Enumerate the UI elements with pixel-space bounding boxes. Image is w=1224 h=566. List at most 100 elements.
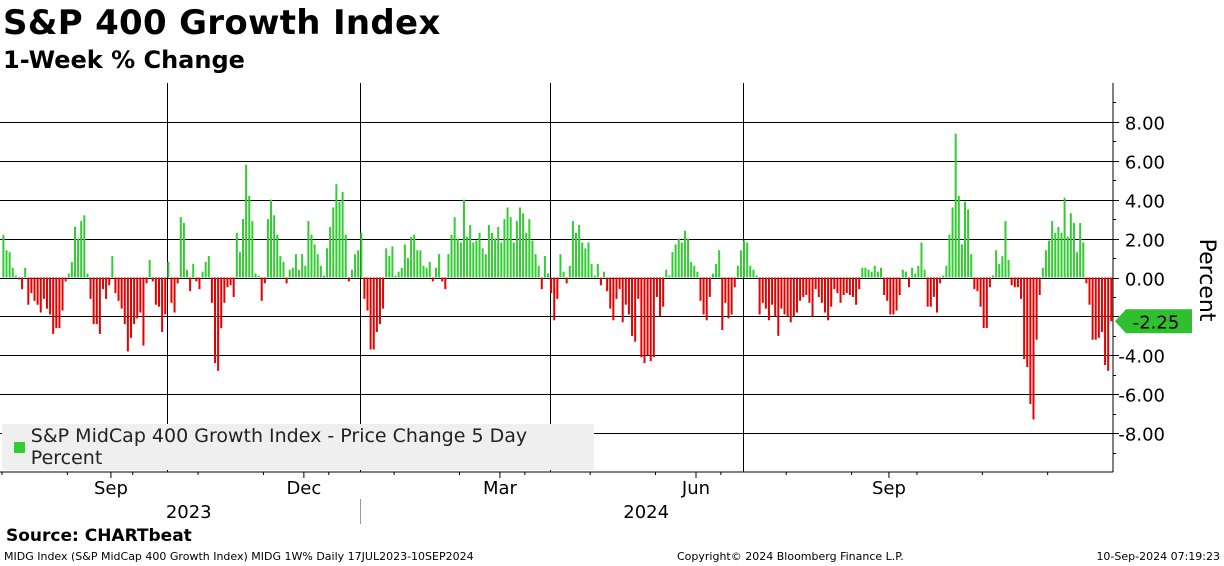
- bar: [1097, 277, 1100, 338]
- bar: [615, 277, 618, 299]
- bar: [39, 277, 42, 313]
- bar: [388, 256, 391, 278]
- bar: [848, 277, 851, 295]
- bar: [556, 277, 559, 299]
- bar: [335, 184, 338, 278]
- bar: [419, 250, 422, 278]
- bar: [42, 277, 45, 299]
- bar: [908, 277, 911, 288]
- bar: [394, 275, 397, 278]
- bar: [1072, 223, 1075, 278]
- bar: [690, 261, 693, 278]
- bar: [951, 207, 954, 278]
- bar: [970, 254, 973, 278]
- bar: [780, 277, 783, 309]
- bar: [55, 277, 58, 329]
- bar: [357, 250, 360, 278]
- footer-copyright: Copyright© 2024 Bloomberg Finance L.P.: [677, 550, 904, 563]
- bar: [17, 277, 20, 280]
- bar: [954, 133, 957, 278]
- bar: [540, 277, 543, 290]
- bar: [702, 277, 705, 315]
- bar: [406, 258, 409, 278]
- bar: [805, 277, 808, 295]
- bar: [839, 277, 842, 303]
- bar: [512, 242, 515, 278]
- bar: [108, 277, 111, 286]
- bar: [711, 273, 714, 278]
- bar: [923, 269, 926, 278]
- bar: [988, 277, 991, 288]
- bar: [270, 199, 273, 278]
- bar: [1104, 277, 1107, 366]
- bar: [867, 269, 870, 278]
- bar: [369, 277, 372, 350]
- bar: [245, 164, 248, 278]
- bar: [338, 201, 341, 278]
- bar: [1107, 277, 1110, 371]
- bar: [708, 277, 711, 297]
- bar: [462, 199, 465, 278]
- bar: [543, 256, 546, 278]
- bar: [659, 277, 662, 317]
- bar: [724, 277, 727, 303]
- bar: [186, 269, 189, 278]
- bar: [2, 234, 5, 278]
- bar: [914, 273, 917, 278]
- bar: [652, 277, 655, 358]
- bar: [133, 277, 136, 325]
- x-month-label: Sep: [872, 478, 906, 499]
- bar: [329, 226, 332, 278]
- y-tick-label: 6.00: [1125, 153, 1165, 174]
- bar: [484, 254, 487, 278]
- bar: [326, 248, 329, 278]
- bar: [562, 271, 565, 278]
- bar: [898, 277, 901, 295]
- bar: [531, 240, 534, 278]
- bar: [758, 277, 761, 315]
- bar: [827, 277, 830, 321]
- bar: [375, 277, 378, 332]
- bar: [895, 277, 898, 311]
- bar: [593, 275, 596, 278]
- bar: [494, 238, 497, 278]
- bar: [469, 224, 472, 278]
- bar: [466, 236, 469, 278]
- bar: [226, 277, 229, 288]
- bar: [192, 263, 195, 278]
- bar: [204, 261, 207, 278]
- bar: [936, 277, 939, 313]
- bar: [948, 234, 951, 278]
- bar: [279, 256, 282, 278]
- y-tick-label: -6.00: [1118, 386, 1165, 407]
- bar: [705, 277, 708, 321]
- bar: [217, 277, 220, 371]
- bar: [575, 232, 578, 278]
- bar: [428, 261, 431, 278]
- bar: [378, 277, 381, 325]
- bar: [497, 226, 500, 278]
- bar: [30, 277, 33, 294]
- y-tick-label: 0.00: [1125, 270, 1165, 291]
- last-value-marker: [1115, 309, 1192, 334]
- bar: [1007, 260, 1010, 278]
- bar: [515, 221, 518, 278]
- bar: [80, 221, 83, 278]
- bar: [817, 277, 820, 297]
- bar: [842, 277, 845, 295]
- bar: [1038, 277, 1041, 295]
- bar: [444, 277, 447, 290]
- bar: [525, 232, 528, 278]
- bar: [273, 215, 276, 278]
- bar: [49, 277, 52, 315]
- bar: [332, 207, 335, 278]
- bar: [164, 277, 167, 315]
- bar: [718, 250, 721, 278]
- bar: [982, 277, 985, 329]
- bar: [1016, 277, 1019, 288]
- bar: [453, 217, 456, 278]
- bar: [920, 242, 923, 278]
- bar: [263, 277, 266, 284]
- bar: [21, 277, 24, 290]
- bar: [391, 246, 394, 278]
